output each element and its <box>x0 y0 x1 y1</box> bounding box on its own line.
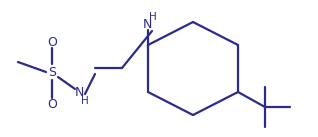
Text: H: H <box>81 96 89 106</box>
Text: S: S <box>48 65 56 79</box>
Text: N: N <box>74 86 84 99</box>
Text: H: H <box>149 12 157 22</box>
Text: O: O <box>47 35 57 48</box>
Text: N: N <box>142 18 152 31</box>
Text: O: O <box>47 98 57 111</box>
